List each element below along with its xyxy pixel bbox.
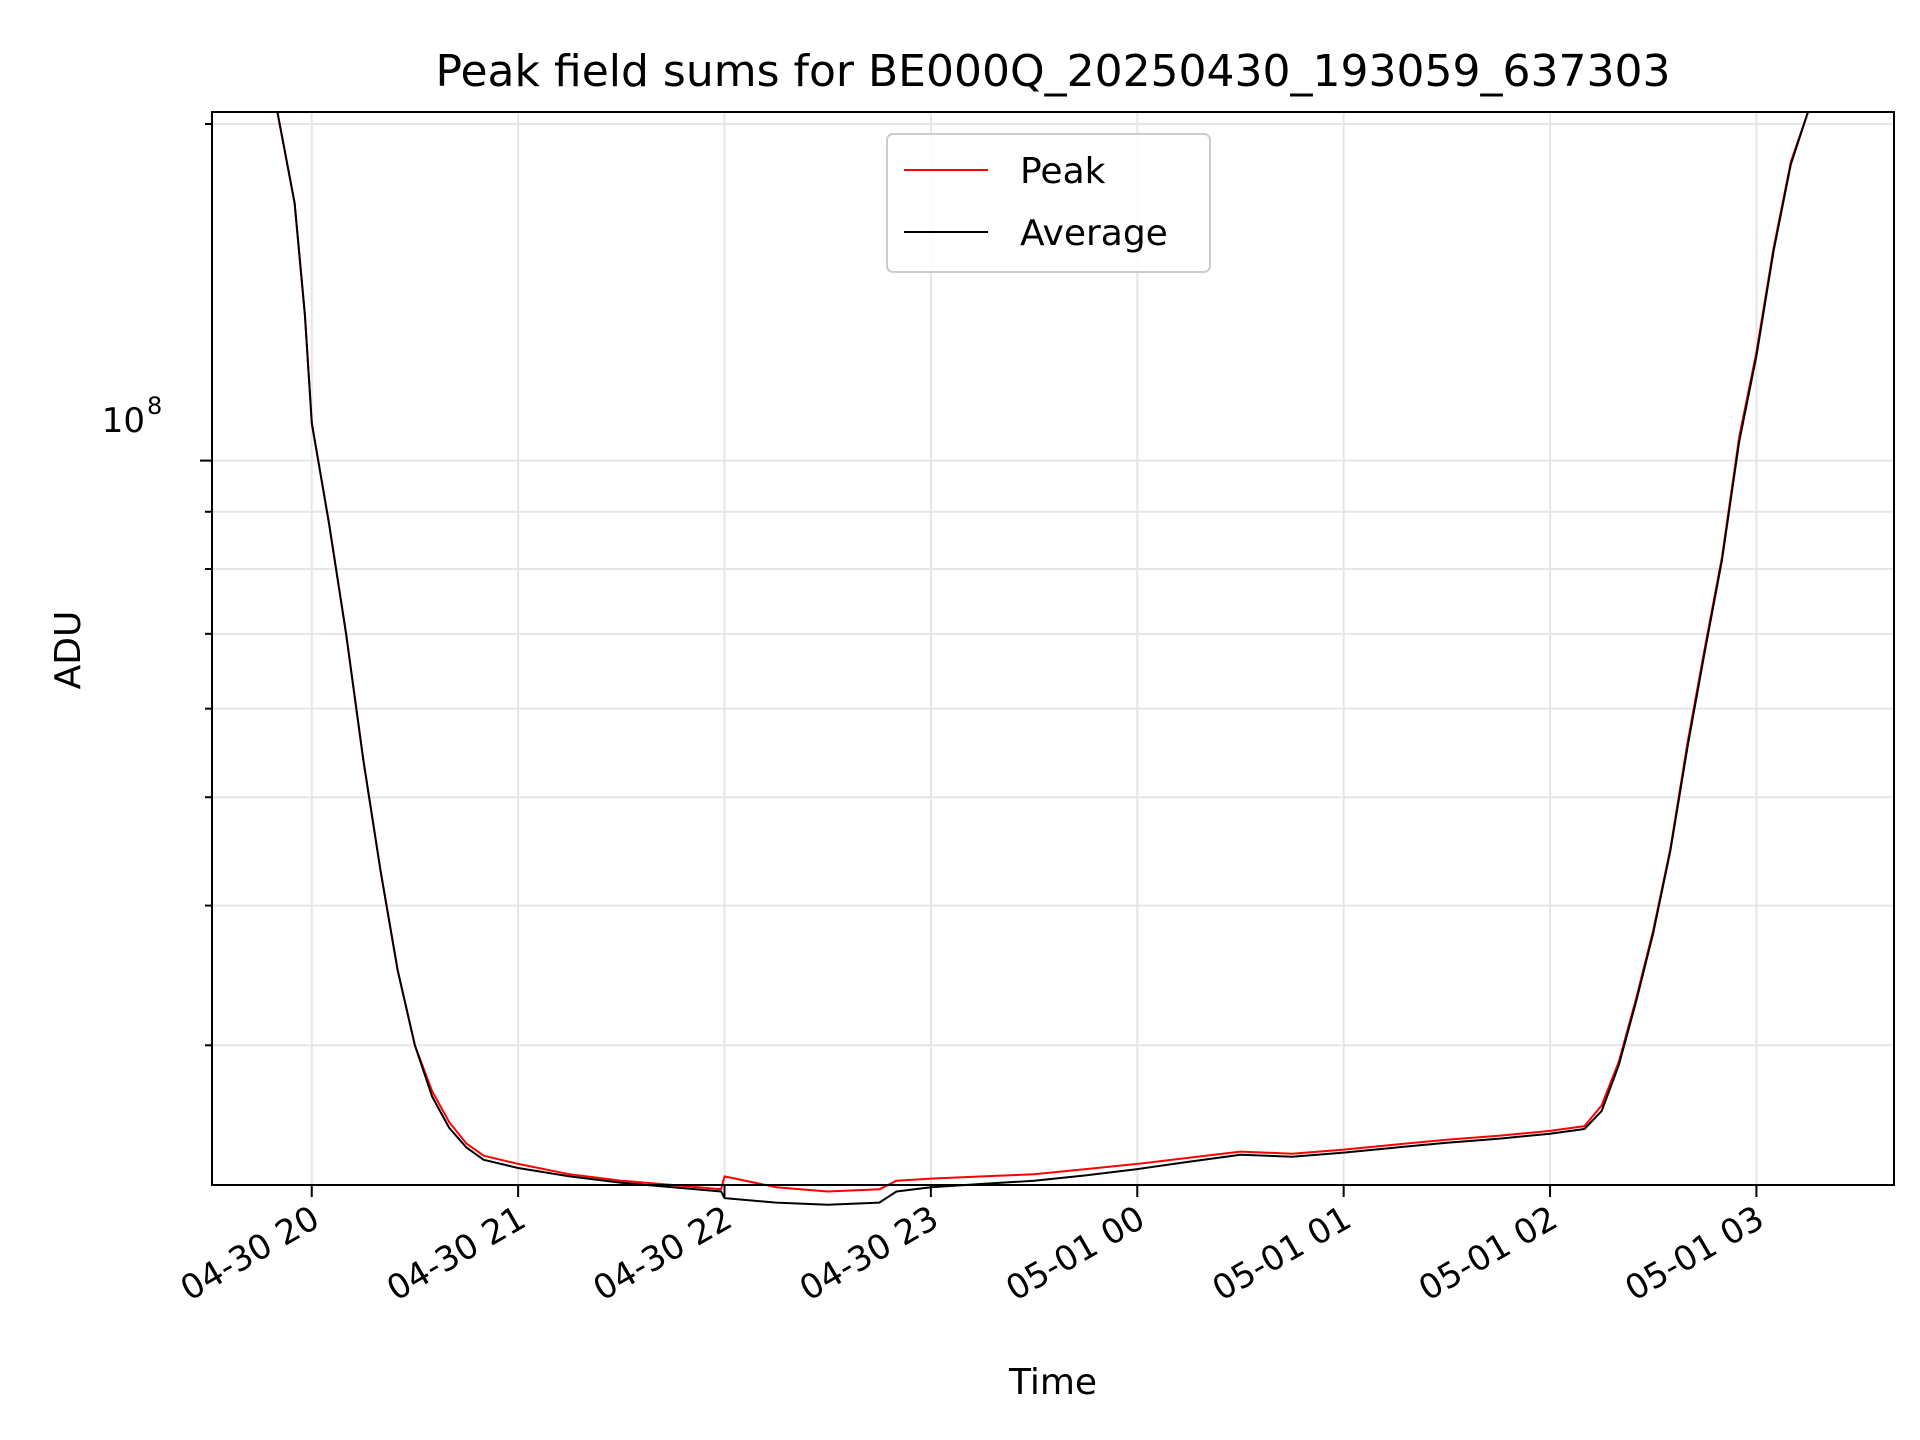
legend-box: [886, 133, 1211, 273]
series-layer: [253, 111, 1843, 1206]
x-axis-label: Time: [1008, 1362, 1097, 1403]
grid: [212, 112, 1894, 1185]
y-tick-label-exponent: 8: [147, 392, 162, 420]
legend-label-peak: Peak: [1020, 151, 1106, 192]
chart-title: Peak field sums for BE000Q_20250430_1930…: [436, 46, 1671, 97]
y-tick-label-base: 10: [102, 401, 145, 441]
plot-area: [212, 112, 1894, 1185]
y-axis-label: ADU: [48, 611, 89, 690]
legend-label-average: Average: [1020, 213, 1168, 254]
legend: Peak Average: [886, 133, 1211, 273]
series-line-average: [253, 111, 1843, 1206]
plot-frame: [211, 111, 1895, 1186]
y-tick-label: 10 8: [102, 392, 163, 441]
